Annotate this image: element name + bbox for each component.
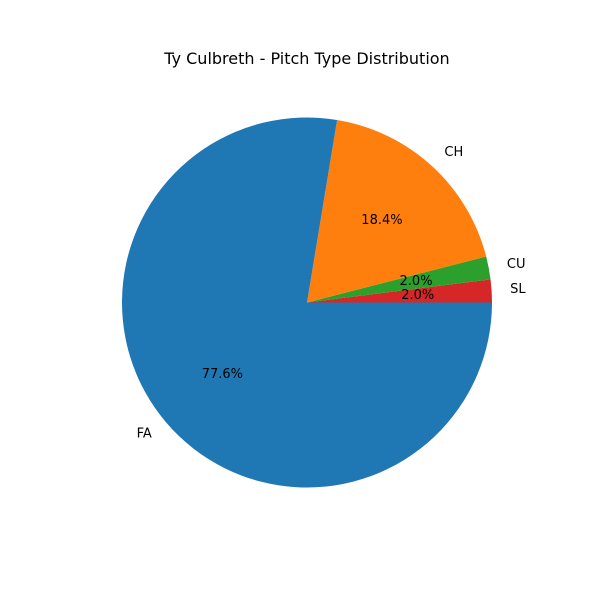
pie-slice-sl [307, 279, 492, 303]
pie-slice-ch [307, 119, 487, 303]
pie-labels: SL 2.0% CU 2.0% CH 18.4% FA 77.6% [137, 145, 527, 442]
slice-label-ch: CH [444, 145, 463, 160]
slice-label-cu: CU [507, 257, 526, 272]
slice-label-fa: FA [137, 427, 152, 442]
pct-label-ch: 18.4% [361, 213, 402, 228]
pct-label-cu: 2.0% [400, 274, 433, 289]
pie-slices [122, 117, 492, 488]
chart-title: Ty Culbreth - Pitch Type Distribution [163, 49, 449, 68]
pct-label-fa: 77.6% [202, 367, 243, 382]
pct-label-sl: 2.0% [401, 288, 434, 303]
slice-label-sl: SL [510, 282, 526, 297]
pie-slice-cu [307, 256, 491, 303]
pie-slice-fa [122, 117, 492, 488]
